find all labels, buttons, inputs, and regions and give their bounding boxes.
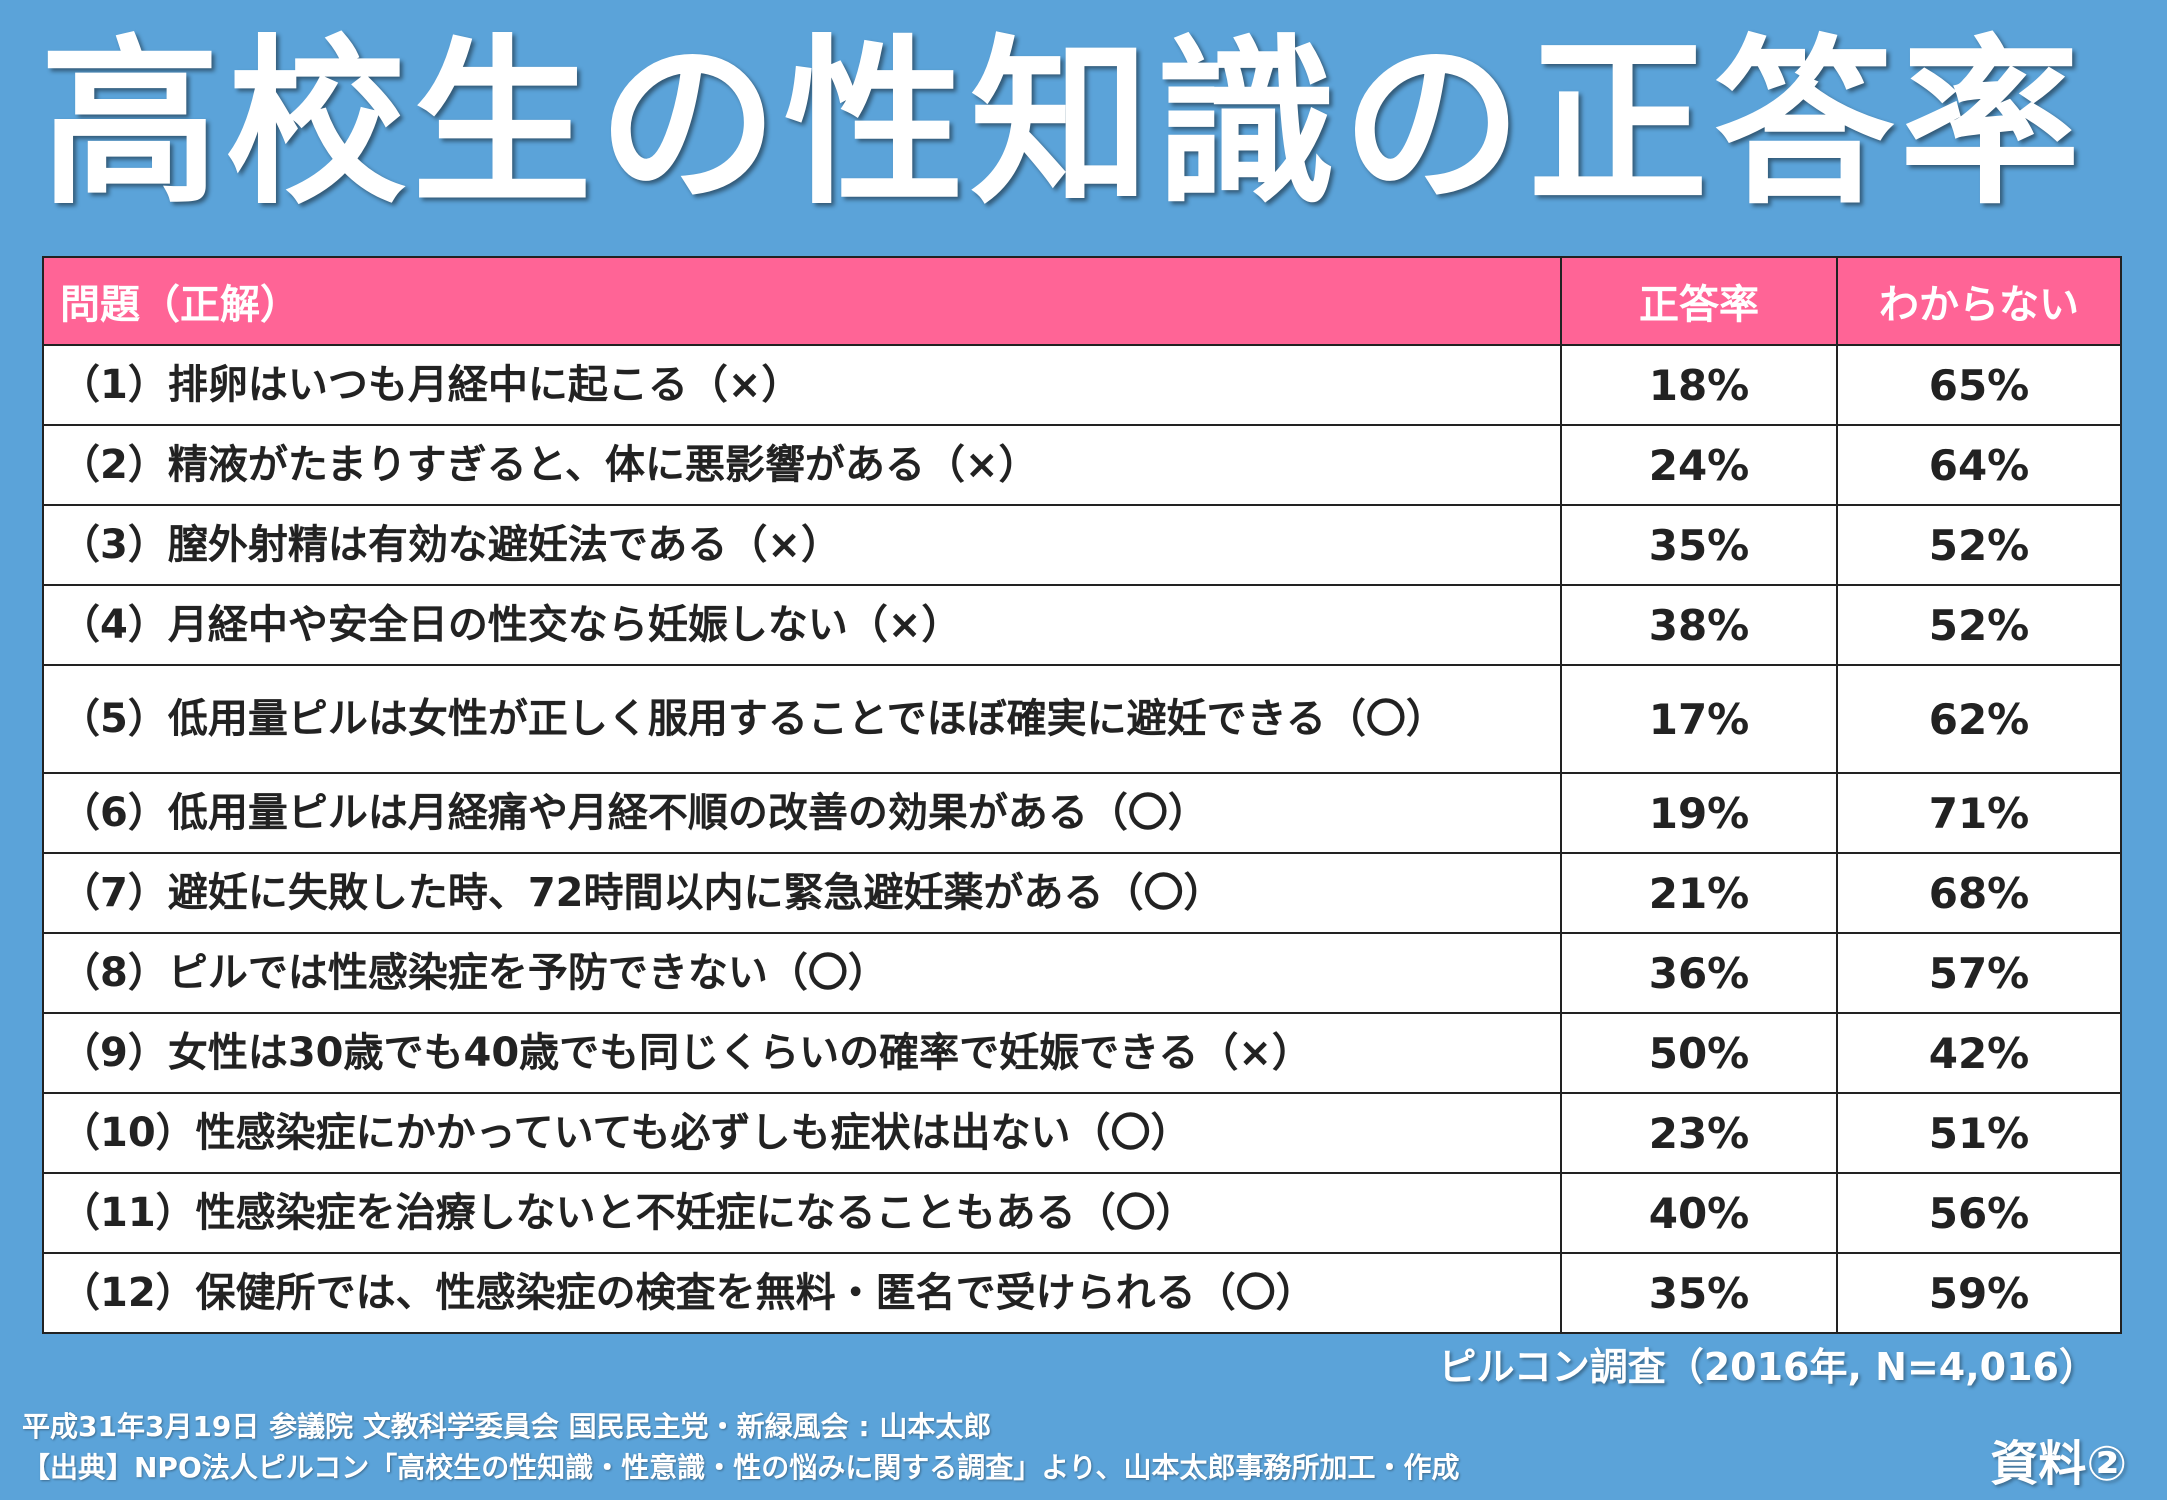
table-row: （9）女性は30歳でも40歳でも同じくらいの確率で妊娠できる（×） 50% 42% <box>42 1012 2122 1094</box>
unknown-rate-cell: 42% <box>1836 1012 2122 1094</box>
table-header-row: 問題（正解） 正答率 わからない <box>42 256 2122 346</box>
correct-rate-cell: 38% <box>1560 584 1838 666</box>
table-row: （6）低用量ピルは月経痛や月経不順の改善の効果がある（〇） 19% 71% <box>42 772 2122 854</box>
table-row: （3）膣外射精は有効な避妊法である（×） 35% 52% <box>42 504 2122 586</box>
table-body: （1）排卵はいつも月経中に起こる（×） 18% 65% （2）精液がたまりすぎると、体… <box>42 344 2122 1334</box>
question-cell: （2）精液がたまりすぎると、体に悪影響がある（×） <box>42 424 1562 506</box>
correct-rate-cell: 35% <box>1560 504 1838 586</box>
source-note: ピルコン調査（2016年, N=4,016） <box>1438 1345 2097 1389</box>
table-row: （1）排卵はいつも月経中に起こる（×） 18% 65% <box>42 344 2122 426</box>
question-cell: （9）女性は30歳でも40歳でも同じくらいの確率で妊娠できる（×） <box>42 1012 1562 1094</box>
table-row: （12）保健所では、性感染症の検査を無料・匿名で受けられる（〇） 35% 59% <box>42 1252 2122 1334</box>
unknown-rate-cell: 65% <box>1836 344 2122 426</box>
correct-rate-cell: 35% <box>1560 1252 1838 1334</box>
correct-rate-cell: 19% <box>1560 772 1838 854</box>
table-row: （4）月経中や安全日の性交なら妊娠しない（×） 38% 52% <box>42 584 2122 666</box>
question-cell: （10）性感染症にかかっていても必ずしも症状は出ない（〇） <box>42 1092 1562 1174</box>
correct-rate-cell: 21% <box>1560 852 1838 934</box>
question-cell: （4）月経中や安全日の性交なら妊娠しない（×） <box>42 584 1562 666</box>
footer-session-note: 平成31年3月19日 参議院 文教科学委員会 国民民主党・新緑風会 : 山本太郎 <box>22 1410 992 1443</box>
table-row: （7）避妊に失敗した時、72時間以内に緊急避妊薬がある（〇） 21% 68% <box>42 852 2122 934</box>
unknown-rate-cell: 52% <box>1836 504 2122 586</box>
table-row: （5）低用量ピルは女性が正しく服用することでほぼ確実に避妊できる（〇） 17% 62… <box>42 664 2122 774</box>
correct-rate-cell: 40% <box>1560 1172 1838 1254</box>
question-cell: （7）避妊に失敗した時、72時間以内に緊急避妊薬がある（〇） <box>42 852 1562 934</box>
unknown-rate-cell: 62% <box>1836 664 2122 774</box>
column-header-correct-rate: 正答率 <box>1560 256 1838 346</box>
correct-rate-cell: 50% <box>1560 1012 1838 1094</box>
column-header-unknown: わからない <box>1836 256 2122 346</box>
question-cell: （8）ピルでは性感染症を予防できない（〇） <box>42 932 1562 1014</box>
document-label: 資料② <box>1990 1436 2127 1492</box>
table-row: （2）精液がたまりすぎると、体に悪影響がある（×） 24% 64% <box>42 424 2122 506</box>
unknown-rate-cell: 68% <box>1836 852 2122 934</box>
question-cell: （5）低用量ピルは女性が正しく服用することでほぼ確実に避妊できる（〇） <box>42 664 1562 774</box>
unknown-rate-cell: 51% <box>1836 1092 2122 1174</box>
table-row: （10）性感染症にかかっていても必ずしも症状は出ない（〇） 23% 51% <box>42 1092 2122 1174</box>
unknown-rate-cell: 71% <box>1836 772 2122 854</box>
correct-rate-cell: 36% <box>1560 932 1838 1014</box>
column-header-question: 問題（正解） <box>42 256 1562 346</box>
page-title: 高校生の性知識の正答率 <box>40 20 2087 229</box>
correct-rate-cell: 17% <box>1560 664 1838 774</box>
question-cell: （11）性感染症を治療しないと不妊症になることもある（〇） <box>42 1172 1562 1254</box>
question-cell: （6）低用量ピルは月経痛や月経不順の改善の効果がある（〇） <box>42 772 1562 854</box>
correct-rate-cell: 24% <box>1560 424 1838 506</box>
correct-rate-cell: 23% <box>1560 1092 1838 1174</box>
table-row: （8）ピルでは性感染症を予防できない（〇） 36% 57% <box>42 932 2122 1014</box>
unknown-rate-cell: 59% <box>1836 1252 2122 1334</box>
table-row: （11）性感染症を治療しないと不妊症になることもある（〇） 40% 56% <box>42 1172 2122 1254</box>
footer-citation: 【出典】NPO法人ピルコン「高校生の性知識・性意識・性の悩みに関する調査」より、… <box>22 1451 1460 1484</box>
unknown-rate-cell: 64% <box>1836 424 2122 506</box>
unknown-rate-cell: 52% <box>1836 584 2122 666</box>
survey-table: 問題（正解） 正答率 わからない （1）排卵はいつも月経中に起こる（×） 18% 6… <box>42 256 2122 1334</box>
question-cell: （1）排卵はいつも月経中に起こる（×） <box>42 344 1562 426</box>
correct-rate-cell: 18% <box>1560 344 1838 426</box>
question-cell: （3）膣外射精は有効な避妊法である（×） <box>42 504 1562 586</box>
unknown-rate-cell: 57% <box>1836 932 2122 1014</box>
question-cell: （12）保健所では、性感染症の検査を無料・匿名で受けられる（〇） <box>42 1252 1562 1334</box>
unknown-rate-cell: 56% <box>1836 1172 2122 1254</box>
